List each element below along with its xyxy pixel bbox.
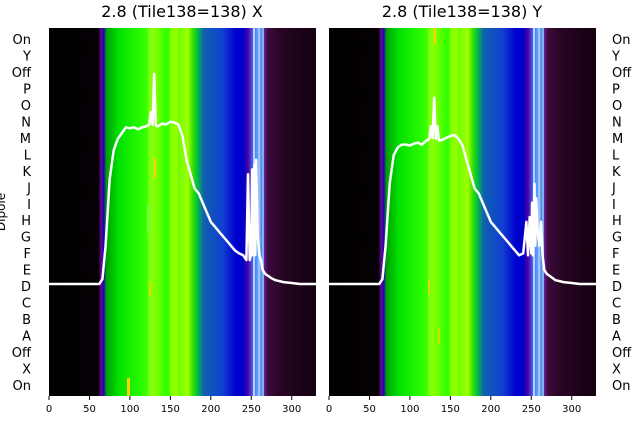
y-tick-label: 25 bbox=[351, 39, 368, 54]
row-label: I bbox=[27, 198, 31, 213]
heatmap-strip-x bbox=[49, 28, 316, 396]
row-label: M bbox=[20, 132, 31, 147]
row-label: P bbox=[612, 82, 620, 97]
x-tick-label: 150 bbox=[161, 404, 180, 415]
heatmap-strip-y bbox=[329, 28, 596, 396]
x-tick-label: 200 bbox=[201, 404, 220, 415]
x-tick-label: 100 bbox=[400, 404, 419, 415]
y-tick-label: 5 bbox=[80, 230, 88, 245]
x-tick-labels-y: 0 50 100 150 200 250 300 bbox=[326, 396, 581, 415]
row-label: Off bbox=[612, 346, 632, 361]
x-tick-label: 250 bbox=[522, 404, 541, 415]
y-axis-label: Dipole bbox=[0, 193, 8, 231]
row-label: X bbox=[612, 363, 621, 378]
row-label: Off bbox=[12, 66, 32, 81]
y-tick-label: 10 bbox=[71, 183, 88, 198]
y-tick-label: 20 bbox=[71, 87, 88, 102]
x-tick-label: 100 bbox=[120, 404, 139, 415]
chart-title-y: 2.8 (Tile138=138) Y bbox=[382, 2, 543, 21]
row-label: D bbox=[612, 280, 622, 295]
x-tick-label: 0 bbox=[46, 404, 52, 415]
y-tick-labels-x: 0 5 10 15 20 25 bbox=[71, 39, 96, 293]
row-label: B bbox=[612, 313, 621, 328]
series-line-y bbox=[329, 96, 596, 286]
row-label: On bbox=[13, 33, 31, 48]
row-label: M bbox=[612, 132, 623, 147]
row-label: On bbox=[13, 379, 31, 394]
row-label: B bbox=[22, 313, 31, 328]
x-tick-label: 50 bbox=[83, 404, 96, 415]
row-label: D bbox=[21, 280, 31, 295]
x-tick-label: 200 bbox=[481, 404, 500, 415]
row-label: N bbox=[21, 115, 31, 130]
left-panel: 2.8 (Tile138=138) X OnYOffPONMLKJIHGFEDC… bbox=[0, 2, 316, 415]
row-label: E bbox=[612, 264, 620, 279]
y-tick-label: 0 bbox=[80, 278, 88, 293]
x-tick-label: 300 bbox=[282, 404, 301, 415]
y-tick-label: 5 bbox=[360, 230, 368, 245]
row-label: H bbox=[21, 214, 31, 229]
y-tick-label: 10 bbox=[351, 183, 368, 198]
row-label: F bbox=[24, 247, 31, 262]
row-label: Y bbox=[611, 49, 620, 64]
row-label: G bbox=[21, 231, 31, 246]
row-label: C bbox=[612, 297, 621, 312]
row-label: K bbox=[22, 165, 31, 180]
x-tick-label: 250 bbox=[242, 404, 261, 415]
x-tick-label: 300 bbox=[562, 404, 581, 415]
row-label: J bbox=[611, 181, 616, 196]
y-tick-labels-y: 0 5 10 15 20 25 bbox=[351, 39, 376, 293]
row-label: J bbox=[26, 181, 31, 196]
row-label: L bbox=[612, 148, 620, 163]
row-label: A bbox=[612, 330, 621, 345]
row-label: On bbox=[612, 379, 630, 394]
row-label: Y bbox=[22, 49, 31, 64]
y-tick-label: 15 bbox=[351, 135, 368, 150]
row-label: P bbox=[23, 82, 31, 97]
chart-title-x: 2.8 (Tile138=138) X bbox=[101, 2, 263, 21]
row-label: Off bbox=[612, 66, 632, 81]
row-label: E bbox=[23, 264, 31, 279]
row-label: F bbox=[612, 247, 619, 262]
row-label: H bbox=[612, 214, 622, 229]
row-label: X bbox=[22, 363, 31, 378]
row-label: Off bbox=[12, 346, 32, 361]
x-tick-label: 0 bbox=[326, 404, 332, 415]
row-label: O bbox=[21, 99, 31, 114]
series-line-x bbox=[49, 72, 316, 286]
row-label: K bbox=[612, 165, 621, 180]
x-tick-labels-x: 0 50 100 150 200 250 300 bbox=[46, 396, 301, 415]
y-tick-label: 20 bbox=[351, 87, 368, 102]
row-label: I bbox=[612, 198, 616, 213]
y-tick-label: 0 bbox=[360, 278, 368, 293]
x-tick-label: 150 bbox=[441, 404, 460, 415]
row-label: N bbox=[612, 115, 622, 130]
row-label: A bbox=[22, 330, 31, 345]
row-label: G bbox=[612, 231, 622, 246]
y-tick-label: 15 bbox=[71, 135, 88, 150]
y-tick-label: 25 bbox=[71, 39, 88, 54]
row-label: O bbox=[612, 99, 622, 114]
row-label: L bbox=[24, 148, 32, 163]
row-label: On bbox=[612, 33, 630, 48]
x-tick-label: 50 bbox=[363, 404, 376, 415]
row-label: C bbox=[22, 297, 31, 312]
right-panel: 2.8 (Tile138=138) Y OnYOffPONMLKJIHGFEDC… bbox=[326, 2, 632, 415]
